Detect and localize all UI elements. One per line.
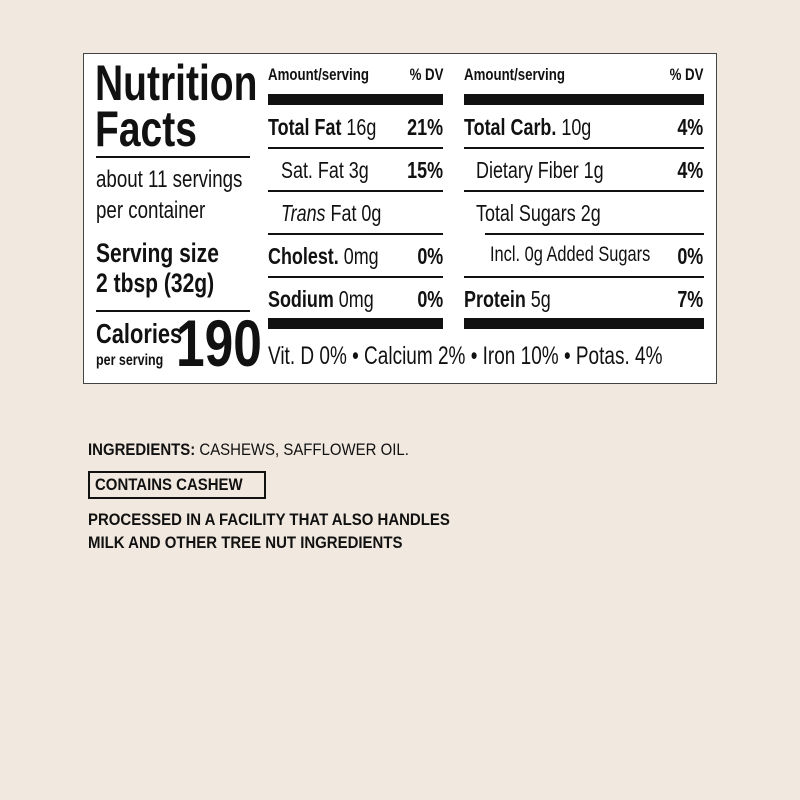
calories-value: 190: [176, 306, 262, 380]
nutrient-total-sugars: Total Sugars 2g: [476, 200, 601, 226]
header-amount: Amount/serving: [268, 65, 369, 84]
dv-total-carb: 4%: [677, 114, 703, 140]
facility-statement-1: PROCESSED IN A FACILITY THAT ALSO HANDLE…: [88, 510, 450, 529]
thick-bar: [464, 94, 704, 105]
thick-bar: [268, 318, 443, 329]
serving-size-label: Serving size: [96, 238, 219, 268]
nutrient-protein: Protein 5g: [464, 286, 551, 312]
nutrient-added-sugars: Incl. 0g Added Sugars: [490, 243, 651, 266]
dv-sat-fat: 15%: [407, 157, 443, 183]
thick-bar: [464, 318, 704, 329]
title-facts: Facts: [95, 101, 197, 157]
servings-per-container: about 11 servings: [96, 166, 243, 193]
dv-protein: 7%: [677, 286, 703, 312]
nutrient-sodium: Sodium 0mg: [268, 286, 374, 312]
vitamins-minerals: Vit. D 0% • Calcium 2% • Iron 10% • Pota…: [268, 342, 663, 370]
nutrient-trans-fat: Trans Fat 0g: [281, 200, 382, 226]
allergen-box: CONTAINS CASHEW: [88, 471, 266, 499]
header-dv: % DV: [409, 65, 443, 84]
nutrient-dietary-fiber: Dietary Fiber 1g: [476, 157, 604, 183]
divider: [96, 310, 250, 312]
title-nutrition: Nutrition: [95, 55, 258, 111]
calories-subtitle: per serving: [96, 352, 164, 369]
nutrient-sat-fat: Sat. Fat 3g: [281, 157, 369, 183]
ingredients: INGREDIENTS: CASHEWS, SAFFLOWER OIL.: [88, 440, 409, 459]
calories-label: Calories: [96, 318, 183, 349]
header-amount-right: Amount/serving: [464, 65, 565, 84]
dv-sodium: 0%: [417, 286, 443, 312]
dv-total-fat: 21%: [407, 114, 443, 140]
nutrient-total-fat: Total Fat 16g: [268, 114, 377, 140]
facility-statement-2: MILK AND OTHER TREE NUT INGREDIENTS: [88, 533, 403, 552]
nutrient-total-carb: Total Carb. 10g: [464, 114, 592, 140]
dv-cholesterol: 0%: [417, 243, 443, 269]
servings-per-container-2: per container: [96, 197, 206, 224]
header-dv-right: % DV: [669, 65, 703, 84]
dv-dietary-fiber: 4%: [677, 157, 703, 183]
thick-bar: [268, 94, 443, 105]
divider: [96, 156, 250, 158]
dv-added-sugars: 0%: [677, 243, 703, 269]
nutrient-cholesterol: Cholest. 0mg: [268, 243, 379, 269]
serving-size-value: 2 tbsp (32g): [96, 268, 215, 298]
